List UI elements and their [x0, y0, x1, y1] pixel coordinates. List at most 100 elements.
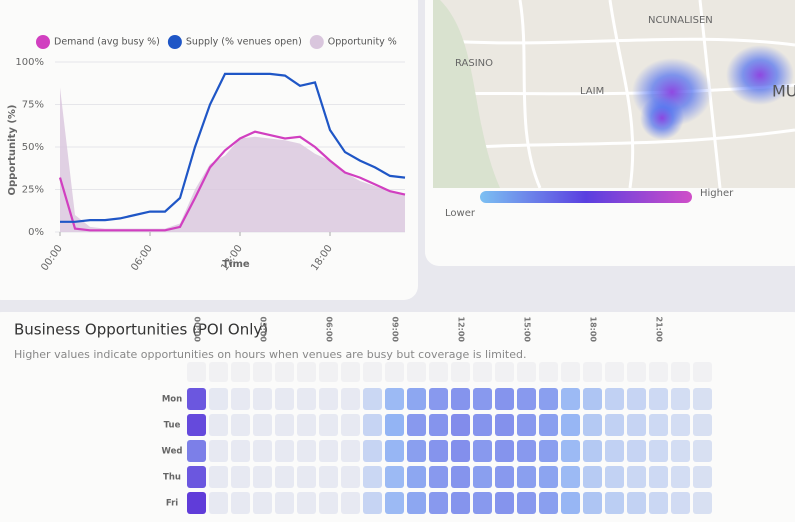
line: [58, 130, 406, 232]
column-header-cell: [451, 362, 470, 382]
column-label: 18:00: [589, 317, 598, 343]
heat-cell: [385, 492, 404, 514]
heat-cell: [231, 414, 250, 436]
heat-cell: [209, 492, 228, 514]
heat-cell: [297, 440, 316, 462]
column-header-cell: [473, 362, 492, 382]
column-header-cell: [363, 362, 382, 382]
heat-cell: [407, 492, 426, 514]
legend-high: Higher: [700, 188, 734, 199]
heat-cell: [187, 466, 206, 488]
heat-cell: [605, 492, 624, 514]
heat-cell: [209, 414, 228, 436]
heat-cell: [649, 440, 668, 462]
heat-cell: [209, 440, 228, 462]
heat-cell: [561, 414, 580, 436]
heat-cell: [187, 388, 206, 410]
heat-cell: [297, 414, 316, 436]
heat-cell: [561, 492, 580, 514]
row-label: Tue: [164, 421, 181, 431]
column-label: 09:00: [391, 317, 400, 343]
column-header-cell: [429, 362, 448, 382]
heat-cell: [319, 440, 338, 462]
heat-cell: [253, 466, 272, 488]
heat-cell: [407, 388, 426, 410]
heat-cell: [253, 414, 272, 436]
y-tick-label: 0%: [28, 227, 44, 238]
column-header-cell: [407, 362, 426, 382]
heat-cell: [583, 388, 602, 410]
heat-cell: [209, 388, 228, 410]
y-tick-label: 50%: [22, 142, 44, 153]
heat-cell: [297, 466, 316, 488]
column-header-cell: [583, 362, 602, 382]
heat-cell: [627, 440, 646, 462]
heat-cell: [473, 440, 492, 462]
heat-cell: [693, 440, 712, 462]
heat-cell: [297, 388, 316, 410]
column-header-cell: [187, 362, 206, 382]
column-header-cell: [253, 362, 272, 382]
legend-swatch: [36, 35, 50, 49]
heat-cell: [539, 492, 558, 514]
heat-cell: [539, 388, 558, 410]
column-header-cell: [341, 362, 360, 382]
heat-spot: [640, 96, 684, 140]
heat-cell: [341, 466, 360, 488]
heat-cell: [671, 414, 690, 436]
row-label: Mon: [162, 395, 182, 405]
heat-cell: [363, 466, 382, 488]
heat-cell: [187, 414, 206, 436]
column-header-cell: [605, 362, 624, 382]
heat-cell: [429, 388, 448, 410]
heat-cell: [517, 466, 536, 488]
heat-cell: [517, 388, 536, 410]
column-header-cell: [209, 362, 228, 382]
heat-cell: [693, 466, 712, 488]
heat-cell: [605, 388, 624, 410]
legend-swatch: [309, 35, 324, 49]
heat-cell: [671, 388, 690, 410]
heat-cell: [517, 492, 536, 514]
heat-cell: [451, 440, 470, 462]
heat-cell: [253, 492, 272, 514]
heat-cell: [649, 466, 668, 488]
map-scale: [480, 191, 692, 203]
column-header-cell: [561, 362, 580, 382]
heat-cell: [473, 492, 492, 514]
heat-cell: [341, 414, 360, 436]
heat-cell: [363, 414, 382, 436]
heat-cell: [363, 388, 382, 410]
column-header-cell: [495, 362, 514, 382]
heat-cell: [561, 388, 580, 410]
column-header-cell: [275, 362, 294, 382]
heat-cell: [583, 440, 602, 462]
heat-cell: [649, 492, 668, 514]
legend-label: Supply (% venues open): [186, 37, 302, 48]
heat-cell: [275, 440, 294, 462]
heat-cell: [583, 466, 602, 488]
heat-cell: [341, 440, 360, 462]
heatmap-subtitle: Higher values indicate opportunities on …: [14, 348, 526, 361]
heat-cell: [253, 388, 272, 410]
column-header-cell: [649, 362, 668, 382]
legend-label: Demand (avg busy %): [54, 37, 160, 48]
heat-cell: [231, 466, 250, 488]
heat-cell: [473, 388, 492, 410]
heat-cell: [495, 492, 514, 514]
heat-cell: [385, 388, 404, 410]
heat-cell: [627, 414, 646, 436]
heat-cell: [649, 388, 668, 410]
heat-cell: [429, 440, 448, 462]
heat-cell: [319, 492, 338, 514]
row-label: Fri: [166, 499, 178, 509]
heat-cell: [605, 466, 624, 488]
heat-cell: [627, 492, 646, 514]
y-tick-label: 25%: [22, 185, 44, 196]
heat-cell: [451, 466, 470, 488]
park: [433, 0, 500, 188]
heat-cell: [429, 466, 448, 488]
heat-cell: [319, 466, 338, 488]
heat-cell: [671, 492, 690, 514]
